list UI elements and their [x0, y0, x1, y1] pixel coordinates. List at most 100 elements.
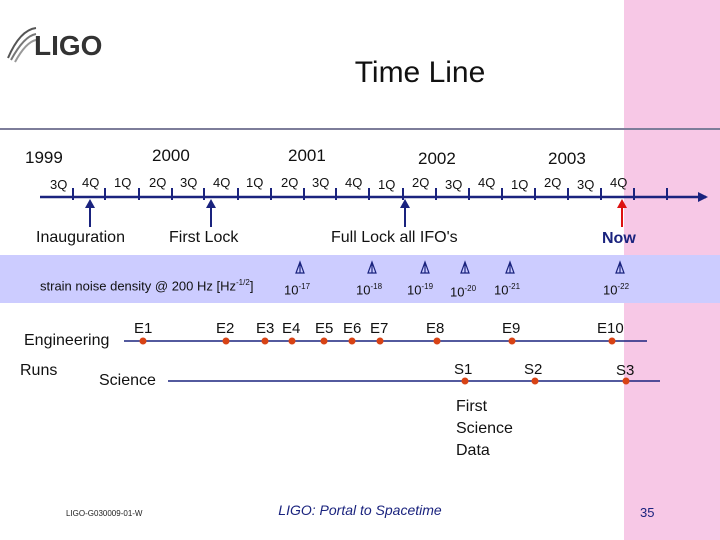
engineering-run-label: E1 [134, 320, 153, 337]
quarter-label: 4Q [345, 175, 363, 190]
noise-value-exp: -17 [298, 282, 311, 291]
noise-value-base: 10 [450, 284, 465, 300]
quarter-label: 4Q [478, 175, 496, 190]
noise-value: 10-17 [284, 282, 310, 297]
page-title: Time Line [354, 56, 486, 89]
year-label: 2001 [288, 146, 326, 165]
engineering-run-label: E8 [426, 320, 445, 337]
science-run-label: S3 [616, 362, 635, 379]
science-run-dot [531, 377, 539, 385]
first-science-data-note: First Science Data [456, 396, 513, 462]
milestone-now: Now [602, 230, 636, 247]
quarter-label: 1Q [114, 175, 132, 190]
noise-band [0, 255, 720, 303]
first-science-data-line: Data [456, 442, 490, 459]
engineering-run-dot [348, 337, 356, 345]
noise-value-exp: -22 [617, 282, 630, 291]
title-rule [0, 128, 720, 130]
engineering-run-label: E10 [597, 320, 624, 337]
noise-value: 10-21 [494, 282, 520, 297]
full-lock-arrow [400, 199, 410, 227]
timeline-ticks [72, 188, 668, 200]
noise-label-end: ] [249, 278, 254, 294]
noise-value: 10-18 [356, 282, 382, 297]
noise-marker-icon [295, 260, 305, 274]
noise-value-exp: -19 [421, 282, 434, 291]
noise-value-base: 10 [356, 282, 371, 298]
engineering-run-dot [508, 337, 516, 345]
engineering-run-label: E5 [315, 320, 334, 337]
engineering-run-label: E9 [502, 320, 521, 337]
engineering-run-dot [288, 337, 296, 345]
quarter-label: 3Q [180, 175, 198, 190]
engineering-run-dot [139, 337, 147, 345]
quarter-label: 1Q [511, 177, 529, 192]
quarter-label: 1Q [378, 177, 396, 192]
noise-value-base: 10 [494, 282, 509, 298]
svg-text:LIGO: LIGO [34, 30, 102, 61]
science-run-dot [622, 377, 630, 385]
noise-marker-icon [460, 260, 470, 274]
engineering-run-dot [376, 337, 384, 345]
quarter-label: 3Q [577, 177, 595, 192]
noise-value-base: 10 [407, 282, 422, 298]
noise-value: 10-19 [407, 282, 433, 297]
milestone-full-lock: Full Lock all IFO's [331, 229, 458, 246]
science-label: Science [99, 372, 156, 389]
quarter-label: 4Q [82, 175, 100, 190]
milestone-inauguration: Inauguration [36, 229, 125, 246]
noise-marker-icon [615, 260, 625, 274]
engineering-run-dot [608, 337, 616, 345]
first-science-data-line: First [456, 398, 488, 415]
quarter-label: 2Q [412, 175, 430, 190]
ligo-logo-mark: LIGO [7, 27, 102, 63]
noise-value-exp: -21 [508, 282, 521, 291]
engineering-run-label: E7 [370, 320, 389, 337]
engineering-run-dot [320, 337, 328, 345]
engineering-run-label: E4 [282, 320, 301, 337]
year-label: 2002 [418, 149, 456, 168]
ligo-logo: LIGO [6, 24, 116, 64]
year-label: 2003 [548, 149, 586, 168]
quarter-label: 2Q [149, 175, 167, 190]
quarter-label: 4Q [610, 175, 628, 190]
noise-value-exp: -20 [464, 284, 477, 293]
noise-marker-icon [420, 260, 430, 274]
first-lock-arrow [206, 199, 216, 227]
noise-value: 10-20 [450, 284, 476, 299]
science-run-label: S1 [454, 361, 473, 378]
quarter-label: 2Q [544, 175, 562, 190]
quarter-label: 4Q [213, 175, 231, 190]
first-science-data-line: Science [456, 420, 513, 437]
engineering-run-dot [433, 337, 441, 345]
inauguration-arrow [85, 199, 95, 227]
noise-value-exp: -18 [370, 282, 383, 291]
engineering-run-label: E6 [343, 320, 362, 337]
noise-marker-icon [367, 260, 377, 274]
noise-label: strain noise density @ 200 Hz [Hz-1/2] [40, 278, 253, 293]
year-label: 1999 [25, 148, 63, 167]
page-number: 35 [640, 505, 655, 520]
science-run-label: S2 [524, 361, 543, 378]
quarter-label: 3Q [445, 177, 463, 192]
noise-value-base: 10 [284, 282, 299, 298]
year-label: 2000 [152, 146, 190, 165]
noise-value-base: 10 [603, 282, 618, 298]
science-run-dot [461, 377, 469, 385]
footer-tagline: LIGO: Portal to Spacetime [278, 502, 442, 518]
engineering-run-dot [222, 337, 230, 345]
quarter-label: 2Q [281, 175, 299, 190]
engineering-run-label: E2 [216, 320, 235, 337]
quarter-label: 1Q [246, 175, 264, 190]
now-arrow [617, 199, 627, 227]
runs-label: Runs [20, 362, 58, 379]
noise-label-text: strain noise density @ 200 Hz [Hz [40, 278, 237, 294]
engineering-label: Engineering [24, 332, 110, 349]
document-id: LIGO-G030009-01-W [66, 509, 143, 518]
noise-value: 10-22 [603, 282, 629, 297]
noise-marker-icon [505, 260, 515, 274]
milestone-first-lock: First Lock [169, 229, 239, 246]
engineering-run-dot [261, 337, 269, 345]
quarter-label: 3Q [50, 177, 68, 192]
